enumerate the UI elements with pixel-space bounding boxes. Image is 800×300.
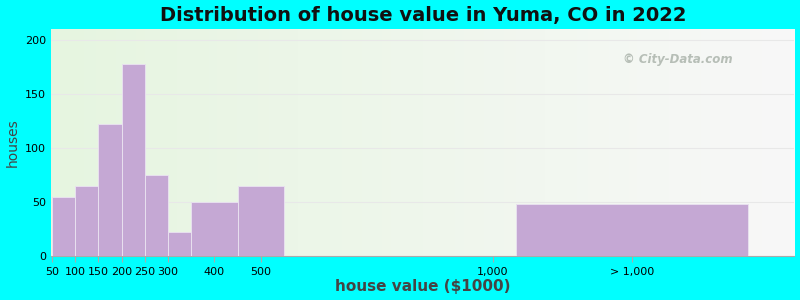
Bar xyxy=(168,232,191,256)
Bar xyxy=(191,202,238,256)
Text: © City-Data.com: © City-Data.com xyxy=(623,53,733,66)
Y-axis label: houses: houses xyxy=(6,118,19,167)
Bar xyxy=(516,204,748,256)
X-axis label: house value ($1000): house value ($1000) xyxy=(335,279,510,294)
Bar xyxy=(238,186,284,256)
Bar xyxy=(75,186,98,256)
Bar xyxy=(98,124,122,256)
Bar xyxy=(52,197,75,256)
Bar xyxy=(145,175,168,256)
Bar xyxy=(122,64,145,256)
Title: Distribution of house value in Yuma, CO in 2022: Distribution of house value in Yuma, CO … xyxy=(159,6,686,25)
